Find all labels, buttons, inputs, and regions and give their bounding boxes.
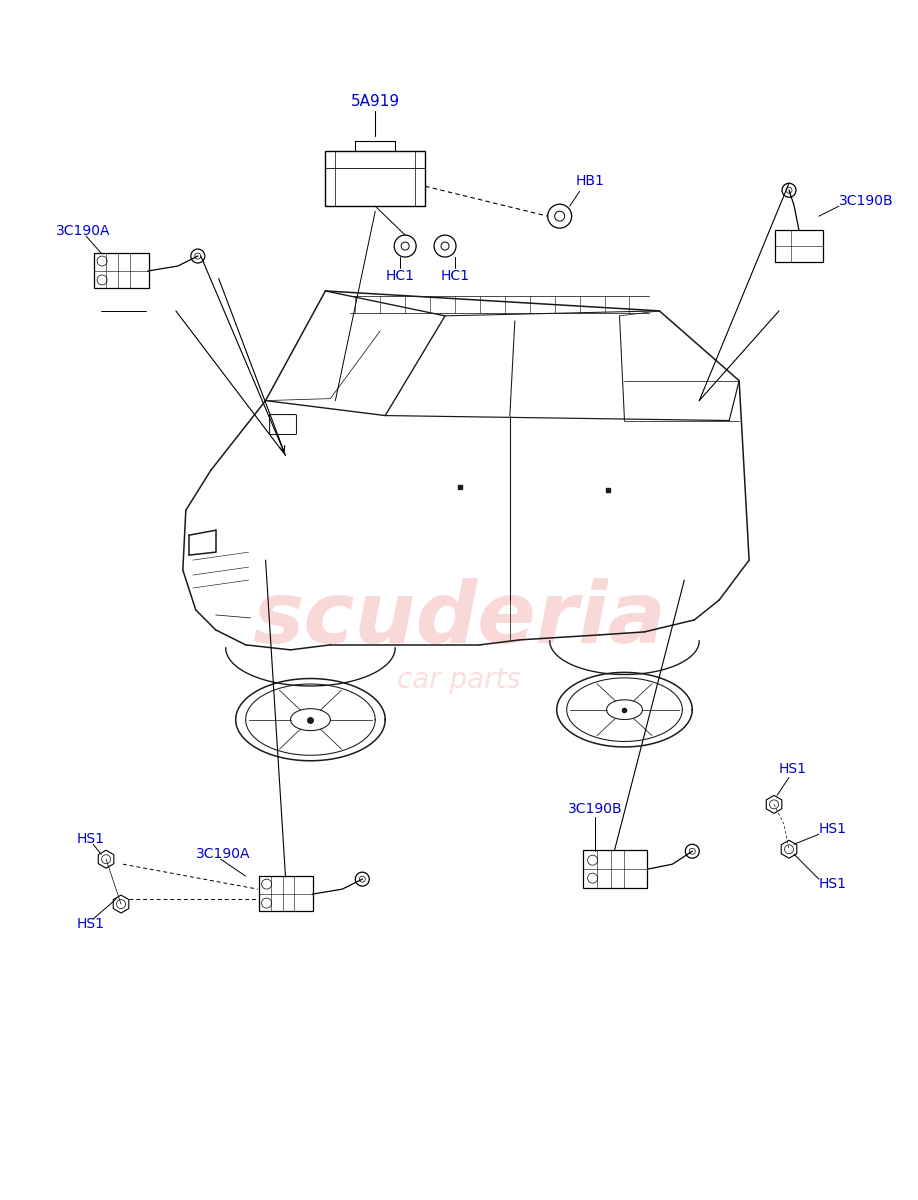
Text: 3C190A: 3C190A [56,224,111,238]
Text: HC1: HC1 [386,269,415,283]
Text: HS1: HS1 [76,833,104,846]
Text: HS1: HS1 [76,917,104,931]
Bar [583,851,647,888]
Text: 3C190B: 3C190B [839,194,893,209]
Text: HC1: HC1 [441,269,469,283]
Text: HS1: HS1 [819,877,847,892]
Text: 3C190B: 3C190B [567,803,622,816]
Text: HS1: HS1 [779,762,807,776]
Bar [775,230,823,262]
Text: 5A919: 5A919 [351,94,400,109]
Bar [325,151,425,206]
Text: scuderia: scuderia [252,578,666,661]
Text: 3C190A: 3C190A [196,847,251,862]
Bar [259,876,313,911]
Text: HB1: HB1 [576,174,604,188]
Text: car parts: car parts [397,666,521,694]
Text: HS1: HS1 [819,822,847,836]
Bar [95,253,149,288]
